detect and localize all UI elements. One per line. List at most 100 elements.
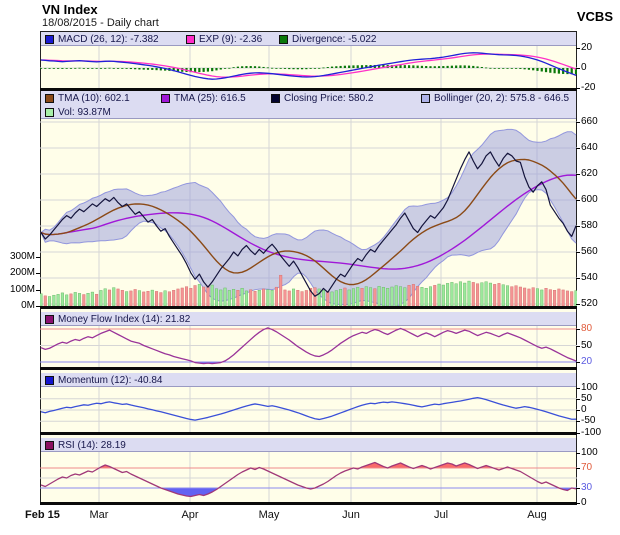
divergence-bar bbox=[412, 65, 415, 68]
volume-bar-up bbox=[197, 284, 201, 307]
x-axis-month-label: Jun bbox=[342, 509, 360, 521]
volume-bar-down bbox=[167, 291, 171, 307]
axis-tick bbox=[36, 256, 40, 258]
volume-bar-up bbox=[454, 283, 458, 307]
volume-bar-up bbox=[403, 287, 407, 307]
y-axis-label: 580 bbox=[581, 220, 598, 231]
divergence-bar bbox=[181, 68, 184, 72]
volume-bar-up bbox=[484, 281, 488, 307]
momentum-line bbox=[40, 396, 577, 421]
volume-bar-up bbox=[112, 287, 116, 307]
volume-bar-up bbox=[78, 293, 82, 307]
divergence-bar bbox=[335, 66, 338, 68]
divergence-bar bbox=[206, 68, 210, 72]
divergence-bar bbox=[352, 65, 355, 68]
divergence-bar bbox=[450, 65, 453, 68]
volume-bar-up bbox=[446, 283, 450, 307]
divergence-bar bbox=[442, 66, 445, 68]
brand-logo: VCBS bbox=[576, 9, 613, 24]
volume-axis-label: 200M bbox=[9, 267, 35, 279]
divergence-bar bbox=[232, 67, 235, 68]
volume-bar-up bbox=[467, 280, 471, 307]
axis-tick bbox=[576, 226, 580, 227]
tma10-line bbox=[40, 158, 577, 286]
volume-bar-down bbox=[514, 285, 518, 307]
volume-bar-up bbox=[428, 286, 432, 307]
volume-bar-up bbox=[437, 283, 441, 307]
y-axis-label: -100 bbox=[581, 426, 602, 438]
y-axis-label: 520 bbox=[581, 298, 598, 309]
volume-bar-up bbox=[540, 289, 544, 307]
y-axis-label: 100 bbox=[581, 447, 598, 458]
divergence-bar bbox=[48, 68, 51, 69]
divergence-bar bbox=[382, 65, 385, 68]
divergence-bar bbox=[313, 68, 317, 69]
price-legend: TMA (10): 602.1 TMA (25): 616.5 Closing … bbox=[41, 91, 576, 119]
divergence-bar bbox=[172, 68, 175, 72]
divergence-bar bbox=[159, 68, 162, 71]
volume-bar-down bbox=[518, 286, 522, 307]
volume-bar-up bbox=[369, 287, 373, 307]
axis-tick bbox=[576, 421, 580, 423]
divergence-bar bbox=[472, 65, 475, 68]
volume-bar-up bbox=[270, 290, 274, 307]
momentum-legend-label: Momentum (12): -40.84 bbox=[58, 374, 163, 386]
divergence-bar bbox=[459, 65, 462, 68]
x-axis-month-label: Jul bbox=[433, 509, 449, 521]
volume-bar-down bbox=[253, 291, 257, 307]
volume-bar-up bbox=[99, 290, 103, 307]
divergence-bar bbox=[288, 68, 291, 70]
divergence-bar bbox=[416, 65, 419, 68]
volume-bar-down bbox=[493, 284, 497, 307]
axis-tick bbox=[576, 345, 580, 347]
divergence-bar bbox=[527, 68, 531, 70]
volume-bar-up bbox=[317, 288, 321, 307]
y-axis-label: 660 bbox=[581, 116, 598, 127]
volume-bar-down bbox=[570, 291, 574, 307]
volume-bar-down bbox=[296, 290, 300, 307]
axis-tick bbox=[576, 68, 580, 69]
divergence-bar bbox=[395, 65, 398, 68]
divergence-bar bbox=[553, 68, 556, 74]
volume-bar-down bbox=[236, 290, 240, 307]
divergence-bar bbox=[296, 68, 299, 70]
divergence-bar bbox=[164, 68, 167, 71]
divergence-bar bbox=[176, 68, 180, 72]
y-axis-label: 20 bbox=[581, 356, 593, 367]
divergence-bar bbox=[292, 68, 295, 70]
tma25-legend-label: TMA (25): 616.5 bbox=[174, 92, 246, 104]
volume-bar-down bbox=[300, 291, 304, 307]
divergence-bar bbox=[138, 68, 141, 70]
divergence-bar bbox=[502, 68, 505, 69]
divergence-bar bbox=[78, 67, 81, 69]
tma25-swatch bbox=[161, 93, 170, 103]
divergence-bar bbox=[429, 66, 432, 68]
momentum-plot bbox=[40, 387, 577, 433]
volume-bar-down bbox=[142, 291, 146, 307]
axis-tick bbox=[576, 362, 580, 363]
volume-bar-down bbox=[360, 288, 364, 307]
divergence-bar bbox=[279, 68, 282, 69]
close-swatch bbox=[271, 93, 280, 103]
divergence-bar bbox=[262, 66, 265, 68]
divergence-bar bbox=[95, 68, 98, 69]
mfi-plot bbox=[40, 326, 577, 368]
x-axis-month-label: May bbox=[258, 509, 280, 521]
tma10-swatch bbox=[45, 93, 54, 103]
divergence-bar bbox=[253, 66, 257, 68]
rsi-line bbox=[40, 461, 577, 498]
divergence-bar bbox=[300, 68, 304, 70]
volume-bar-up bbox=[257, 290, 261, 307]
volume-bar-up bbox=[424, 288, 428, 307]
volume-bar-down bbox=[155, 291, 159, 307]
panel-separator bbox=[40, 432, 577, 435]
axis-tick bbox=[576, 200, 580, 201]
volume-bar-up bbox=[535, 288, 539, 307]
volume-bar-up bbox=[240, 288, 244, 307]
momentum-legend: Momentum (12): -40.84 bbox=[41, 373, 576, 387]
page-subtitle: 18/08/2015 - Daily chart bbox=[42, 17, 159, 29]
divergence-bar bbox=[536, 68, 539, 71]
volume-bar-up bbox=[103, 288, 107, 307]
volume-bar-up bbox=[227, 290, 231, 307]
axis-tick bbox=[36, 306, 40, 307]
